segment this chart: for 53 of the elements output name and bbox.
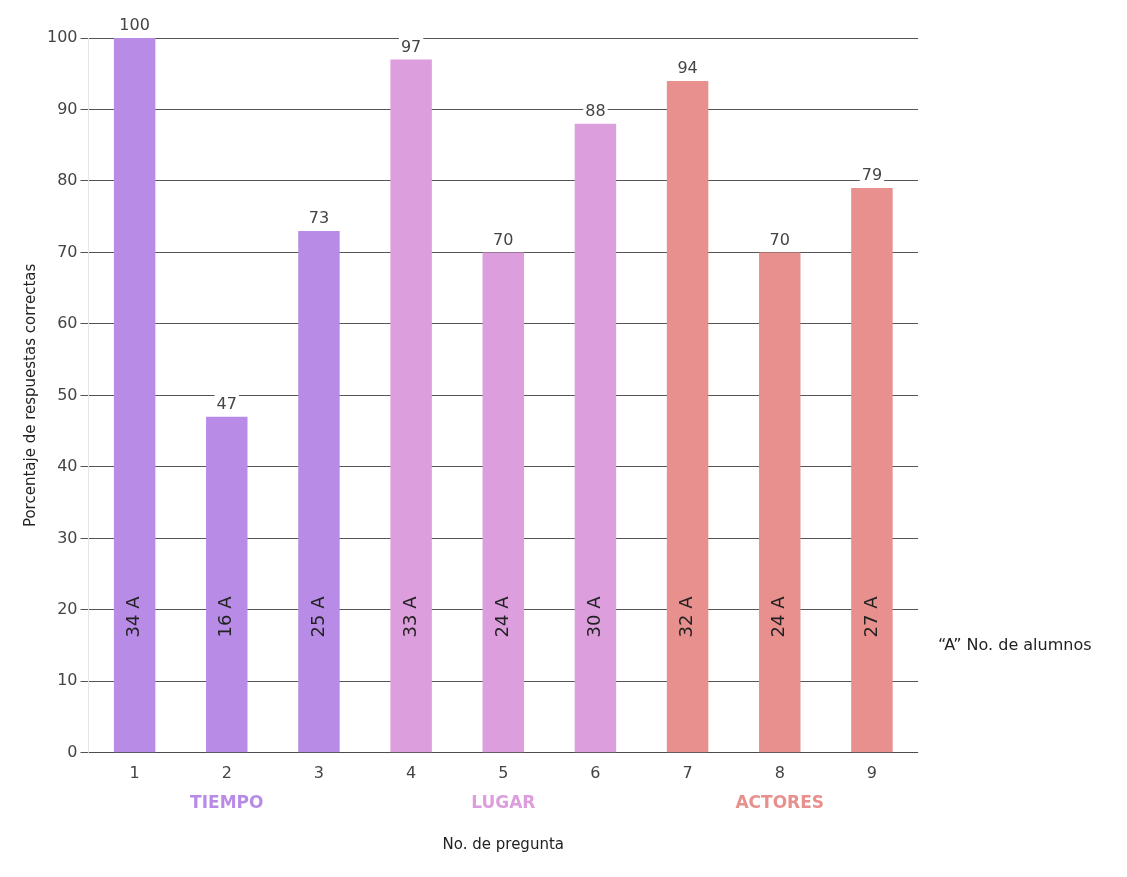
text: ACTORES (735, 791, 825, 812)
bar (390, 59, 432, 753)
annotation: 24 A (490, 595, 512, 638)
annotation: 33 A (398, 595, 420, 638)
y-tick-label: 80 (57, 170, 78, 190)
data-label: 94 (677, 58, 698, 78)
data-label: 100 (119, 15, 150, 35)
y-tick-label: 90 (57, 98, 78, 118)
bar (759, 252, 801, 753)
bar (113, 38, 156, 753)
x-axis-title: No. de pregunta (442, 834, 564, 853)
annotation: 16 A (214, 595, 236, 638)
x-tick-label: 2 (221, 762, 232, 782)
x-tick-label: 3 (313, 762, 325, 782)
x-tick-label: 9 (866, 762, 878, 782)
data-label: 88 (585, 100, 606, 120)
bar (298, 231, 340, 753)
bar (206, 416, 248, 753)
text: “A” No. de alumnos (938, 634, 1092, 654)
annotation: 32 A (675, 595, 697, 638)
x-tick-label: 8 (774, 762, 785, 782)
y-tick-label: 30 (57, 527, 78, 547)
x-tick-label: 5 (498, 762, 509, 782)
x-tick-label: 6 (590, 762, 601, 782)
x-tick-label: 7 (682, 762, 693, 782)
data-label: 47 (216, 394, 237, 413)
x-tick-label: 4 (406, 762, 417, 782)
annotation: 34 A (122, 595, 144, 638)
annotation: 25 A (306, 595, 328, 638)
bar (574, 123, 617, 753)
y-tick-label: 70 (57, 241, 78, 261)
data-label: 79 (861, 165, 883, 185)
data-label: 73 (308, 208, 330, 228)
text: LUGAR (471, 791, 536, 812)
bar (482, 252, 525, 753)
data-label: 70 (769, 229, 790, 249)
y-tick-label: 40 (57, 456, 78, 476)
annotation: 24 A (767, 595, 789, 638)
annotation: 30 A (583, 595, 605, 638)
text: TIEMPO (190, 791, 264, 812)
annotation: 27 A (859, 595, 881, 638)
y-tick-label: 10 (57, 670, 78, 690)
y-axis-title: Porcentaje de respuestas correctas (20, 263, 39, 528)
bar (851, 188, 893, 753)
y-tick-label: 100 (46, 27, 78, 47)
data-label: 70 (493, 229, 514, 249)
y-tick-label: 60 (57, 313, 78, 333)
bar (666, 80, 709, 753)
x-tick-label: 1 (129, 762, 140, 782)
y-tick-label: 0 (67, 741, 78, 761)
y-tick-label: 50 (57, 384, 78, 404)
data-label: 97 (400, 36, 422, 56)
y-tick-label: 20 (57, 599, 78, 618)
